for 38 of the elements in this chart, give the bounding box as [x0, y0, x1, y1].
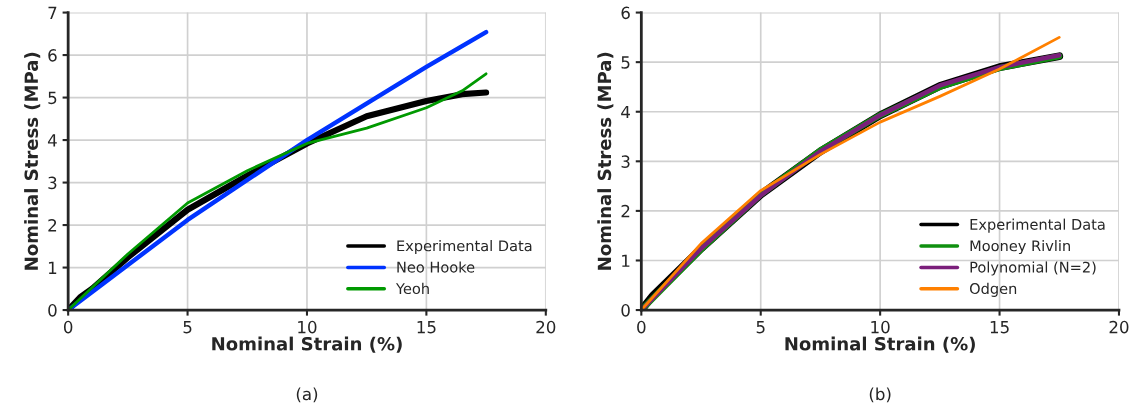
x-tick-label: 5 — [183, 320, 192, 334]
y-tick-label: 1 — [622, 254, 630, 267]
x-tick-label: 15 — [990, 320, 1009, 334]
x-tick-label: 0 — [637, 320, 646, 334]
y-tick-label: 3 — [621, 155, 630, 168]
legend-label: Yeoh — [395, 282, 429, 295]
y-tick-label: 6 — [48, 49, 57, 62]
y-tick-label: 2 — [48, 219, 57, 232]
x-tick-label: 5 — [756, 320, 765, 334]
y-axis-title: Nominal Stress (MPa) — [597, 52, 614, 270]
y-tick-label: 4 — [621, 105, 630, 119]
y-tick-label: 6 — [621, 6, 630, 20]
legend-label: Mooney Rivlin — [970, 240, 1070, 255]
x-tick-label: 0 — [63, 320, 73, 334]
y-tick-label: 7 — [48, 6, 57, 19]
y-tick-label: 4 — [47, 134, 57, 147]
legend-label: Experimental Data — [970, 218, 1105, 233]
legend-label: Polynomial (N=2) — [970, 261, 1096, 276]
legend-label: Neo Hooke — [397, 261, 475, 273]
x-tick-label: 15 — [417, 320, 436, 334]
text: (b) — [869, 387, 891, 403]
x-tick-label: 20 — [536, 320, 556, 334]
y-tick-label: 5 — [48, 91, 57, 105]
y-tick-label: 1 — [48, 261, 57, 274]
legend-label: Odgen — [969, 282, 1017, 297]
y-tick-label: 0 — [621, 304, 630, 317]
y-tick-label: 5 — [621, 56, 630, 69]
y-axis-title: Nominal Stress (MPa) — [24, 52, 41, 270]
y-tick-label: 2 — [621, 204, 630, 218]
x-tick-label: 20 — [1109, 320, 1129, 334]
legend-label: Experimental Data — [397, 240, 532, 255]
x-tick-label: 10 — [871, 320, 890, 334]
x-axis-title: Nominal Strain (%) — [212, 336, 402, 353]
x-tick-label: 10 — [298, 320, 317, 334]
text: (a) — [296, 387, 318, 403]
x-axis-title: Nominal Strain (%) — [785, 336, 975, 353]
y-tick-label: 3 — [48, 176, 57, 190]
y-tick-label: 0 — [48, 304, 57, 317]
